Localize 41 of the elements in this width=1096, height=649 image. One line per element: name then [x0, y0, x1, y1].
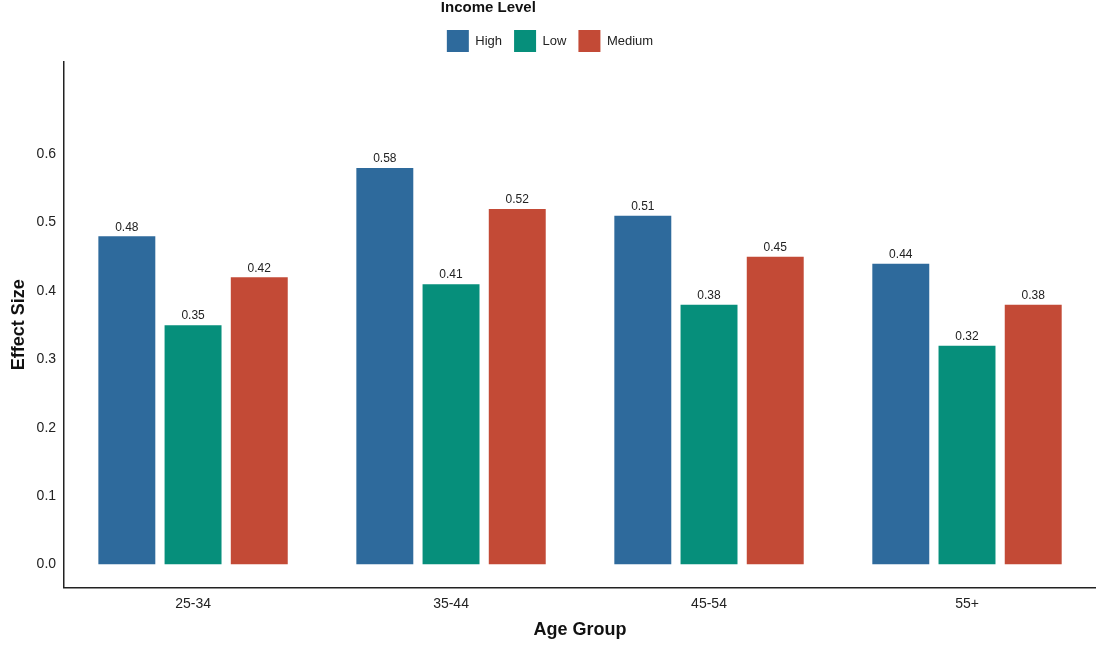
legend-label: Low	[542, 32, 568, 48]
bar	[872, 263, 930, 565]
data-label: 0.48	[115, 219, 139, 234]
bar	[938, 345, 996, 565]
legend-title: Income Level	[440, 0, 536, 15]
y-tick-label: 0.1	[36, 486, 57, 503]
bar	[422, 284, 480, 565]
y-tick-label: 0.5	[36, 213, 57, 230]
x-tick-label: 55+	[955, 594, 979, 611]
data-label: 0.52	[505, 192, 530, 207]
data-label: 0.38	[697, 287, 722, 302]
x-tick-label: 35-44	[433, 594, 470, 611]
data-label: 0.44	[889, 246, 913, 261]
data-label: 0.41	[439, 267, 464, 282]
bar	[488, 208, 546, 565]
legend-label: Medium	[606, 32, 654, 48]
data-label: 0.51	[631, 199, 655, 214]
bar	[98, 236, 156, 565]
data-label: 0.35	[181, 308, 206, 323]
data-label: 0.38	[1021, 287, 1046, 302]
y-tick-label: 0.6	[36, 145, 57, 162]
bar	[164, 325, 222, 565]
bar	[614, 215, 672, 565]
y-tick-label: 0.0	[36, 555, 57, 572]
data-label: 0.45	[763, 240, 788, 255]
bar	[230, 277, 288, 565]
bar	[356, 167, 414, 565]
data-label: 0.42	[247, 260, 272, 275]
bar	[680, 304, 738, 565]
legend-label: High	[475, 32, 503, 48]
y-axis-title: Effect Size	[7, 279, 28, 371]
y-tick-label: 0.2	[36, 418, 57, 435]
y-tick-label: 0.4	[36, 281, 57, 298]
data-label: 0.32	[955, 328, 980, 343]
data-label: 0.58	[373, 151, 397, 166]
x-tick-label: 25-34	[175, 594, 212, 611]
bar	[1004, 304, 1062, 565]
x-axis-title: Age Group	[533, 619, 627, 640]
y-tick-label: 0.3	[36, 350, 57, 367]
bar	[746, 256, 804, 565]
x-tick-label: 45-54	[691, 594, 728, 611]
